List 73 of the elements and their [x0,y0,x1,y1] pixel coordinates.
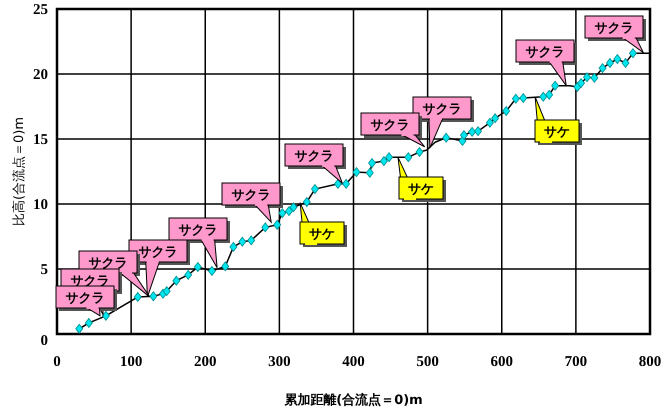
point [583,72,591,82]
point [194,262,202,272]
annotation: サクラ [370,118,410,133]
annotation: サクラ [138,245,178,260]
point [184,270,192,280]
point [460,130,468,140]
point [368,158,376,168]
point [380,156,388,166]
point [590,73,598,83]
point [385,152,393,162]
x-tick-label: 300 [268,354,291,370]
point [172,276,180,286]
annotation: サクラ [594,21,634,36]
annotation: サクラ [232,188,270,203]
point [366,168,374,178]
point [486,118,494,128]
point [598,63,606,74]
x-axis-title: 累加距離(合流点＝0)m [283,392,423,408]
point [247,236,256,246]
annotation: サクラ [526,45,564,60]
point [278,208,286,218]
annotation: サクラ [178,223,218,238]
point [285,206,293,216]
y-tick-label: 5 [40,262,48,278]
x-tick-label: 700 [564,354,588,370]
annotation: サクラ [422,102,462,117]
point [162,286,171,296]
point [512,94,520,104]
y-tick-label: 15 [33,132,48,148]
x-tick-label: 100 [120,354,142,370]
point [491,113,499,124]
point [311,184,319,194]
x-tick-label: 400 [342,354,365,370]
point [273,220,282,230]
point [149,291,158,302]
point [474,126,482,136]
point [342,178,350,189]
x-tick-label: 500 [416,354,439,370]
x-tick-label: 0 [53,354,61,370]
point [416,147,424,157]
point [334,178,342,189]
y-tick-label: 10 [33,197,48,213]
annotation: サクラ [66,291,104,306]
point [208,266,216,276]
point [221,262,230,272]
x-tick-label: 800 [638,354,662,370]
point [551,80,560,91]
x-tick-label: 200 [194,354,216,370]
point [102,310,110,321]
point [502,106,510,116]
point [606,58,614,68]
point [84,318,93,328]
point [519,93,528,103]
point [352,167,360,178]
y-tick-label: 25 [33,2,48,18]
point [629,48,637,58]
point [290,202,298,212]
point [577,78,585,88]
point [134,292,142,302]
annotation: サクラ [294,149,334,164]
point [442,132,450,143]
x-tick-label: 600 [490,354,513,370]
y-tick-label: 20 [33,67,48,83]
point [468,126,476,137]
point [75,324,84,334]
annotation: サクラ [88,256,128,271]
y-tick-label: 0 [40,333,48,349]
point [238,236,246,247]
point [261,222,270,232]
point [622,58,630,68]
point [613,54,622,64]
point [230,242,238,252]
y-axis-title: 比高(合流点＝0)m [11,116,27,226]
